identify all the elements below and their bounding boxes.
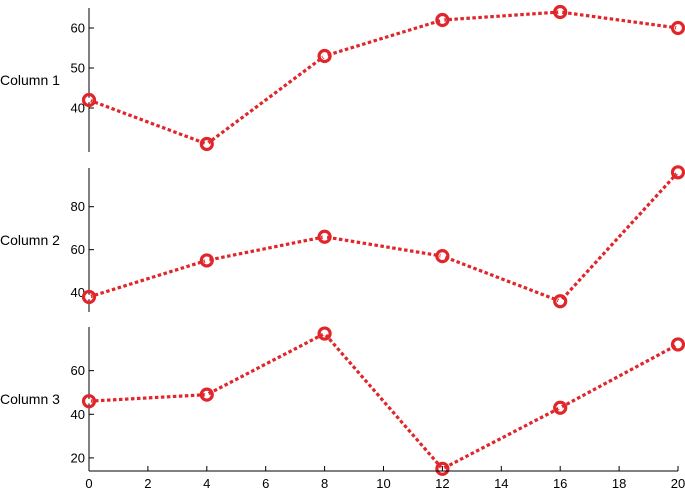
y-tick-label: 40 (71, 101, 85, 116)
data-point-center (322, 234, 327, 239)
panel-label: Column 1 (0, 72, 60, 88)
data-point-ring (199, 253, 214, 268)
data-point-center (440, 253, 445, 259)
data-point-ring (317, 229, 332, 244)
data-point-center (440, 17, 445, 23)
data-point-center (322, 53, 327, 59)
series-line (88, 171, 680, 304)
y-tick-label: 60 (71, 363, 85, 378)
data-point (670, 337, 685, 352)
y-tick-label: 40 (71, 285, 85, 300)
data-point-center (322, 331, 327, 336)
data-point-center (558, 9, 563, 15)
chart-panels: 40 50 60 Column 1 40 60 80 Column 2 20 40 60 Column… (0, 4, 685, 476)
data-point-ring (317, 326, 332, 341)
data-point-ring (435, 12, 450, 28)
data-point (317, 229, 332, 244)
x-axis: 0 2 4 6 8 10 12 14 16 18 20 (85, 466, 685, 491)
y-tick-label: 40 (71, 407, 85, 422)
data-point (670, 165, 685, 180)
data-point (317, 48, 332, 64)
x-tick-label: 16 (553, 476, 567, 491)
data-point (670, 20, 685, 36)
data-point (199, 136, 214, 152)
data-point (81, 394, 97, 409)
data-point-center (204, 392, 209, 397)
x-tick-label: 8 (321, 476, 328, 491)
data-point (81, 92, 97, 108)
x-tick-label: 6 (262, 476, 269, 491)
data-point-center (204, 141, 209, 147)
y-tick-label: 50 (71, 61, 85, 76)
data-point-ring (435, 461, 450, 476)
panel-label: Column 3 (0, 391, 60, 407)
y-tick-label: 80 (71, 199, 85, 214)
data-point-center (675, 342, 681, 347)
data-point-ring (670, 165, 685, 180)
data-point (553, 400, 568, 415)
data-point (199, 253, 214, 268)
series-line (88, 10, 679, 146)
data-point-center (86, 294, 92, 300)
x-tick-label: 2 (144, 476, 151, 491)
data-point (553, 294, 568, 309)
data-point-ring (670, 20, 685, 36)
data-point-center (204, 258, 209, 263)
data-point-ring (553, 294, 568, 309)
data-point-ring (81, 289, 97, 305)
x-tick-label: 14 (494, 476, 508, 491)
x-tick-label: 10 (376, 476, 390, 491)
data-point-center (675, 170, 681, 175)
x-tick-label: 4 (203, 476, 210, 491)
data-point (435, 249, 450, 264)
data-point-ring (317, 48, 332, 64)
data-point (199, 387, 214, 402)
data-point-ring (435, 249, 450, 264)
x-tick-label: 12 (435, 476, 449, 491)
panel-label: Column 2 (0, 232, 60, 248)
data-point-ring (199, 136, 214, 152)
series-line (88, 331, 679, 471)
y-tick-label: 60 (71, 242, 85, 257)
data-point-ring (199, 387, 214, 402)
data-point-center (558, 405, 563, 410)
data-point-ring (553, 400, 568, 415)
x-tick-label: 0 (85, 476, 92, 491)
data-point-ring (670, 337, 685, 352)
panel-3: 20 40 60 Column 3 (0, 326, 685, 476)
data-point (81, 289, 97, 305)
data-point-center (558, 299, 563, 304)
x-tick-label: 18 (612, 476, 626, 491)
x-tick-label: 20 (671, 476, 685, 491)
data-point-ring (81, 92, 97, 108)
data-point (317, 326, 332, 341)
y-tick-label: 20 (71, 450, 85, 465)
data-point-ring (553, 4, 568, 20)
data-point-center (86, 97, 92, 103)
data-point (553, 4, 568, 20)
data-point-ring (81, 394, 97, 409)
data-point-center (86, 398, 92, 404)
y-tick-label: 60 (71, 21, 85, 36)
panel-2: 40 60 80 Column 2 (0, 165, 685, 312)
data-point (435, 12, 450, 28)
panel-1: 40 50 60 Column 1 (0, 4, 685, 152)
data-point-center (675, 25, 681, 31)
